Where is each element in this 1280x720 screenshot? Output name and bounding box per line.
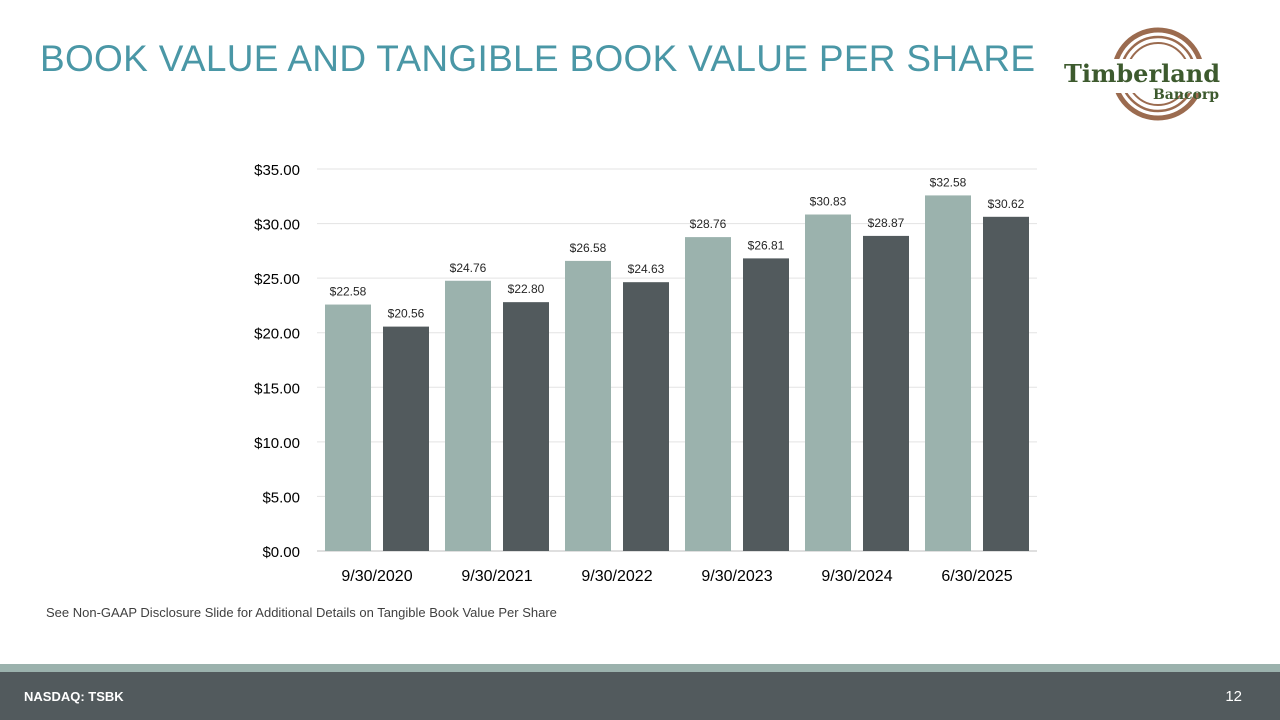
data-label: $30.83 xyxy=(810,195,847,209)
y-tick-label: $10.00 xyxy=(254,435,300,452)
timberland-bancorp-logo: Timberland Bancorp xyxy=(1058,27,1226,121)
y-tick-label: $15.00 xyxy=(254,380,300,397)
y-tick-label: $35.00 xyxy=(254,162,300,179)
data-label: $28.76 xyxy=(690,217,727,231)
bar-book-value xyxy=(325,304,371,551)
x-tick-label: 9/30/2022 xyxy=(581,568,652,585)
bar-tangible-book-value xyxy=(383,326,429,551)
y-tick-label: $30.00 xyxy=(254,217,300,234)
footer-bar xyxy=(0,672,1280,720)
bar-tangible-book-value xyxy=(983,216,1029,551)
bar-book-value xyxy=(445,280,491,551)
footnote: See Non-GAAP Disclosure Slide for Additi… xyxy=(46,605,557,620)
bar-tangible-book-value xyxy=(503,302,549,551)
data-label: $32.58 xyxy=(930,175,967,189)
bar-tangible-book-value xyxy=(743,258,789,551)
data-label: $24.76 xyxy=(450,261,487,275)
data-label: $22.80 xyxy=(508,282,545,296)
logo-subname: Bancorp xyxy=(1153,87,1219,103)
x-tick-label: 6/30/2025 xyxy=(941,568,1012,585)
bar-tangible-book-value xyxy=(623,282,669,551)
x-tick-label: 9/30/2020 xyxy=(341,568,412,585)
logo-name: Timberland xyxy=(1064,59,1220,88)
data-label: $22.58 xyxy=(330,285,367,299)
x-tick-label: 9/30/2024 xyxy=(821,568,892,585)
data-label: $30.62 xyxy=(988,197,1025,211)
y-tick-label: $0.00 xyxy=(262,544,300,561)
page-number: 12 xyxy=(1225,688,1242,705)
data-label: $28.87 xyxy=(868,216,905,230)
y-tick-label: $5.00 xyxy=(262,489,300,506)
bar-book-value xyxy=(565,260,611,551)
bar-book-value xyxy=(805,214,851,551)
data-label: $24.63 xyxy=(628,262,665,276)
bar-book-value xyxy=(925,195,971,551)
y-tick-label: $25.00 xyxy=(254,271,300,288)
bar-book-value xyxy=(685,237,731,551)
x-tick-label: 9/30/2023 xyxy=(701,568,772,585)
x-tick-label: 9/30/2021 xyxy=(461,568,532,585)
data-label: $26.58 xyxy=(570,241,607,255)
bar-tangible-book-value xyxy=(863,235,909,551)
y-tick-label: $20.00 xyxy=(254,326,300,343)
footer-accent-band xyxy=(0,664,1280,672)
data-label: $26.81 xyxy=(748,238,785,252)
slide-title: BOOK VALUE AND TANGIBLE BOOK VALUE PER S… xyxy=(40,38,1036,79)
footer-ticker: NASDAQ: TSBK xyxy=(24,689,124,704)
data-label: $20.56 xyxy=(388,307,425,321)
